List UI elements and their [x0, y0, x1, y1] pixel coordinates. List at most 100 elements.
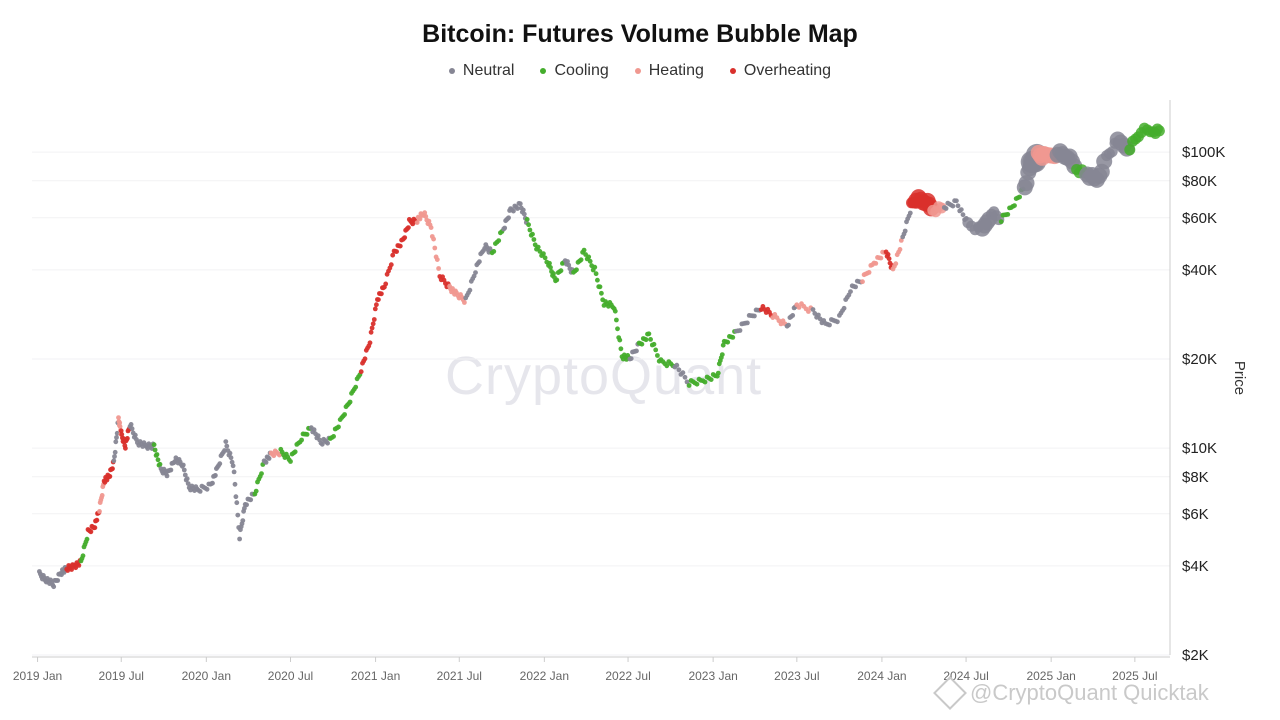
data-point-neutral: [325, 440, 330, 446]
data-point-cooling: [651, 341, 657, 347]
data-point-overheating: [379, 291, 384, 297]
data-point-neutral: [950, 203, 956, 209]
data-point-cooling: [719, 352, 725, 357]
data-point-neutral: [180, 462, 186, 468]
data-point-neutral: [132, 432, 138, 438]
data-point-cooling: [1153, 125, 1165, 137]
data-point-cooling: [574, 267, 579, 273]
data-point-overheating: [94, 517, 100, 523]
data-point-overheating: [358, 369, 364, 375]
x-tick-label-5: 2021 Jul: [437, 669, 482, 683]
data-point-overheating: [371, 317, 377, 322]
data-point-neutral: [229, 459, 235, 465]
data-point-overheating: [367, 340, 373, 346]
y-tick-label-1: $4K: [1182, 558, 1209, 575]
data-point-neutral: [114, 435, 119, 440]
legend-item-overheating[interactable]: Overheating: [729, 62, 831, 80]
data-point-cooling: [155, 457, 161, 463]
data-point-heating: [277, 452, 282, 458]
data-point-neutral: [752, 313, 757, 319]
data-point-neutral: [231, 469, 237, 475]
data-point-neutral: [521, 211, 527, 217]
data-point-heating: [428, 225, 434, 231]
data-point-cooling: [702, 379, 708, 385]
data-point-neutral: [263, 460, 269, 465]
data-point-neutral: [242, 505, 247, 511]
legend-dot-cooling: [540, 68, 547, 74]
x-tick-label-11: 2024 Jul: [943, 669, 988, 683]
data-point-cooling: [578, 257, 584, 263]
data-point-heating: [271, 453, 277, 459]
data-point-neutral: [237, 536, 243, 542]
data-point-neutral: [943, 206, 949, 211]
data-point-heating: [431, 236, 436, 242]
data-point-cooling: [597, 284, 603, 290]
data-point-neutral: [477, 259, 482, 265]
data-point-neutral: [954, 198, 959, 204]
chart-title: Bitcoin: Futures Volume Bubble Map: [422, 20, 858, 48]
data-point-neutral: [182, 472, 188, 478]
data-point-neutral: [810, 307, 816, 312]
data-point-cooling: [353, 384, 359, 390]
data-point-heating: [97, 509, 102, 514]
data-point-cooling: [643, 337, 649, 343]
data-point-cooling: [618, 346, 624, 352]
data-point-neutral: [1106, 146, 1118, 158]
data-point-cooling: [530, 231, 535, 237]
data-point-cooling: [541, 251, 546, 256]
data-point-neutral: [112, 454, 117, 459]
data-point-neutral: [311, 427, 317, 433]
grid: [32, 151, 1170, 656]
data-point-neutral: [902, 228, 908, 234]
data-point-heating: [436, 266, 441, 271]
data-point-cooling: [259, 471, 264, 476]
data-point-cooling: [595, 277, 600, 283]
legend-item-neutral[interactable]: Neutral: [448, 62, 514, 80]
y-tick-label-8: $80K: [1182, 173, 1217, 190]
data-point-neutral: [835, 319, 840, 325]
data-point-overheating: [362, 356, 368, 362]
data-point-overheating: [376, 297, 381, 302]
data-point-cooling: [686, 383, 692, 388]
data-point-neutral: [473, 270, 478, 275]
data-point-heating: [866, 270, 872, 275]
data-point-overheating: [370, 321, 376, 327]
data-point-neutral: [566, 262, 572, 268]
data-point-neutral: [511, 208, 516, 214]
data-point-neutral: [853, 284, 858, 290]
data-point-neutral: [248, 497, 254, 503]
data-point-cooling: [587, 258, 593, 264]
data-point-neutral: [517, 201, 523, 207]
data-point-cooling: [715, 370, 721, 376]
data-point-cooling: [639, 341, 645, 347]
data-point-overheating: [110, 466, 115, 472]
data-point-overheating: [372, 306, 378, 312]
data-point-neutral: [841, 305, 847, 311]
data-point-cooling: [648, 337, 653, 342]
data-point-neutral: [266, 456, 272, 461]
data-point-neutral: [684, 379, 690, 385]
data-point-overheating: [402, 235, 408, 241]
data-point-neutral: [244, 502, 250, 508]
data-point-overheating: [107, 474, 113, 479]
legend-item-heating[interactable]: Heating: [634, 62, 704, 80]
data-point-heating: [426, 218, 432, 224]
data-point-overheating: [118, 428, 124, 434]
data-point-cooling: [292, 449, 298, 455]
data-point-cooling: [1012, 203, 1017, 209]
legend: Neutral Cooling Heating Overheating: [0, 62, 1280, 80]
data-point-cooling: [614, 317, 619, 323]
data-point-neutral: [628, 356, 634, 361]
data-point-neutral: [790, 313, 796, 318]
legend-item-cooling[interactable]: Cooling: [540, 62, 609, 80]
data-point-overheating: [886, 256, 892, 262]
data-point-cooling: [527, 227, 533, 233]
data-point-neutral: [816, 312, 821, 318]
data-point-neutral: [185, 481, 191, 486]
data-point-cooling: [342, 412, 347, 417]
data-point-overheating: [383, 281, 389, 287]
data-point-heating: [893, 261, 899, 267]
data-point-cooling: [80, 553, 86, 559]
data-point-cooling: [152, 447, 158, 453]
data-point-overheating: [390, 252, 396, 258]
